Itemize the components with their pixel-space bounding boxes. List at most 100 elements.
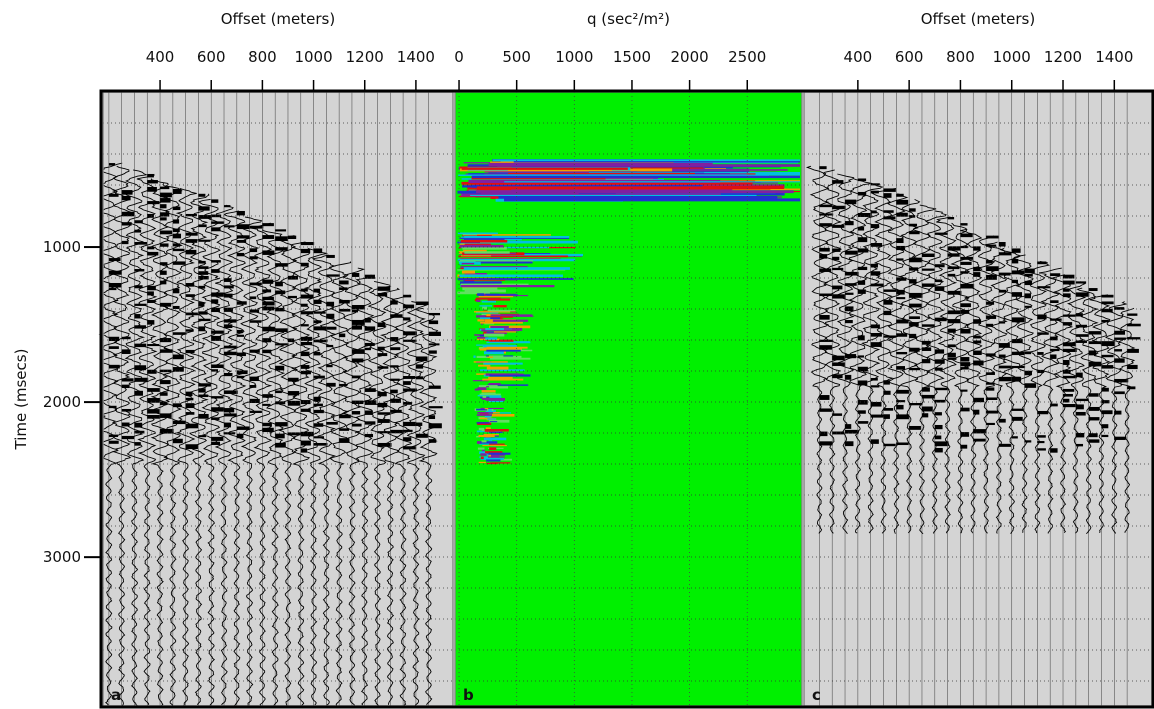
trace-peak <box>909 316 920 320</box>
trace-peak <box>364 410 373 415</box>
trace-peak <box>921 406 933 412</box>
trace-peak <box>428 415 436 420</box>
trace-peak <box>224 225 235 228</box>
trace-peak <box>1063 293 1071 298</box>
panel <box>98 91 454 707</box>
trace-peak <box>326 274 340 277</box>
trace-peak <box>909 303 922 308</box>
seismic-trace <box>240 216 263 706</box>
trace-peak <box>1063 403 1076 408</box>
trace-peak <box>134 303 147 306</box>
trace-peak <box>249 296 257 300</box>
trace-peak <box>313 396 321 402</box>
trace-peak <box>947 246 961 251</box>
trace-peak <box>377 402 388 408</box>
trace-peak <box>224 372 233 377</box>
trace-peak <box>108 336 120 342</box>
trace-peak <box>403 331 417 336</box>
seismic-trace <box>950 222 971 534</box>
trace-peak <box>147 201 160 205</box>
figure-frame <box>99 89 1154 709</box>
trace-peak <box>160 369 172 373</box>
trace-peak <box>832 294 846 299</box>
trace-peak <box>185 249 197 255</box>
trace-peak <box>934 359 945 364</box>
trace-peak <box>1011 248 1021 253</box>
trace-peak <box>198 260 206 264</box>
trace-peak <box>998 443 1011 447</box>
seismic-trace <box>379 287 401 705</box>
trace-peak <box>1063 348 1077 352</box>
x-tick-label: 500 <box>502 48 531 66</box>
trace-peak <box>973 409 980 415</box>
trace-peak <box>364 421 376 425</box>
trace-peak <box>832 256 840 261</box>
trace-peak <box>986 274 997 280</box>
trace-peak <box>300 336 313 341</box>
trace-peak <box>147 173 154 178</box>
trace-peak <box>160 338 172 343</box>
trace-peak <box>121 240 129 245</box>
trace-peak <box>428 343 440 346</box>
trace-peak <box>1037 332 1049 335</box>
trace-peak <box>909 367 921 371</box>
trace-peak <box>185 403 195 409</box>
trace-peak <box>160 212 170 217</box>
trace-peak <box>377 366 389 369</box>
trace-peak <box>147 251 159 256</box>
trace-peak <box>857 355 865 358</box>
trace-peak <box>224 413 237 417</box>
x-tick-label: 1500 <box>613 48 651 66</box>
trace-peak <box>896 351 908 355</box>
trace-peak <box>262 289 272 293</box>
trace-peak <box>883 300 893 305</box>
trace-peak <box>1050 403 1058 407</box>
trace-peak <box>998 242 1006 247</box>
trace-peak <box>1024 440 1032 443</box>
seismic-trace <box>1012 254 1035 533</box>
trace-peak <box>172 305 180 309</box>
trace-peak <box>1088 439 1100 443</box>
seismic-trace <box>262 229 286 706</box>
trace-peak <box>160 401 167 406</box>
trace-peak <box>108 258 121 262</box>
trace-peak <box>351 349 365 354</box>
trace-peak <box>172 420 186 425</box>
trace-peak <box>947 328 956 333</box>
x-tick-label: 1400 <box>1095 48 1133 66</box>
trace-peak <box>160 262 168 266</box>
trace-peak <box>172 228 180 233</box>
trace-peak <box>300 408 311 412</box>
trace-peak <box>883 210 894 213</box>
trace-peak <box>185 397 194 401</box>
trace-peak <box>300 311 314 315</box>
trace-peak <box>262 223 274 227</box>
trace-peak <box>883 443 896 447</box>
trace-peak <box>934 435 942 440</box>
trace-peak <box>339 308 351 312</box>
trace-peak <box>198 206 210 211</box>
trace-peak <box>934 264 945 268</box>
trace-peak <box>224 390 238 394</box>
trace-peak <box>339 428 350 431</box>
trace-peak <box>172 403 182 408</box>
trace-peak <box>973 266 981 272</box>
trace-peak <box>326 364 333 368</box>
trace-peak <box>909 223 918 227</box>
trace-peak <box>121 195 131 201</box>
x-tick-label: 600 <box>895 48 924 66</box>
trace-peak <box>870 183 880 186</box>
seismic-trace <box>835 173 855 534</box>
trace-peak <box>262 301 275 306</box>
x-tick-label: 1400 <box>397 48 435 66</box>
trace-peak <box>236 433 244 439</box>
trace-peak <box>1063 314 1076 317</box>
trace-peak <box>1050 348 1060 352</box>
trace-peak <box>403 421 417 427</box>
trace-peak <box>896 258 904 261</box>
trace-peak <box>998 272 1011 276</box>
trace-peak <box>896 400 906 403</box>
trace-peak <box>300 324 309 327</box>
trace-peak <box>121 349 131 354</box>
trace-peak <box>121 408 132 412</box>
